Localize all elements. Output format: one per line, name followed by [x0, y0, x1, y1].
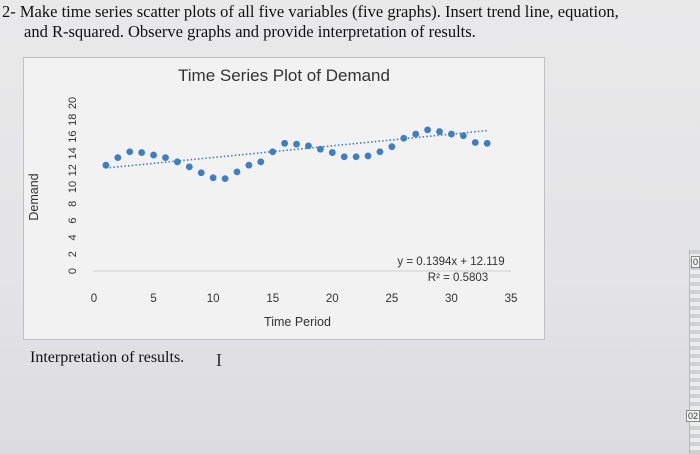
interpretation-label: Interpretation of results.	[30, 349, 185, 366]
chart-area[interactable]: Time Series Plot of Demand 0 2 4 6 8 10 12 14 16…	[23, 57, 545, 340]
x-tick-label: 20	[326, 293, 339, 305]
data-point	[197, 169, 205, 177]
y-tick-label: 10	[67, 181, 79, 193]
data-point	[340, 153, 348, 161]
edge-label-bottom: 02	[685, 410, 700, 422]
question-line-2: and R-squared. Observe graphs and provid…	[24, 22, 476, 41]
data-point	[436, 128, 443, 135]
data-point	[305, 142, 312, 150]
x-axis-label: Time Period	[264, 315, 331, 329]
data-point	[448, 130, 455, 138]
y-tick-label: 2	[67, 251, 79, 257]
text-cursor-icon: I	[216, 350, 222, 370]
y-tick-label: 4	[67, 234, 79, 240]
data-point	[269, 148, 277, 156]
data-point	[138, 149, 146, 156]
y-tick-label: 0	[67, 268, 79, 274]
data-point	[150, 151, 157, 159]
data-point	[424, 126, 431, 134]
r-squared-label: R² = 0.5803	[428, 272, 488, 284]
data-point	[328, 149, 336, 156]
data-point	[209, 174, 217, 182]
x-tick-label: 15	[266, 293, 279, 305]
data-point	[412, 130, 420, 138]
data-point	[293, 140, 300, 148]
y-tick-label: 6	[67, 218, 79, 224]
data-point	[162, 154, 169, 161]
y-tick-label: 18	[67, 114, 79, 126]
data-point	[483, 139, 491, 147]
data-point	[174, 158, 181, 166]
data-point	[257, 158, 265, 166]
data-point	[245, 161, 253, 169]
question-line-1: 2- Make time series scatter plots of all…	[2, 2, 619, 21]
data-point	[126, 148, 134, 156]
data-point	[459, 132, 467, 140]
data-point	[400, 134, 408, 142]
y-tick-label: 8	[67, 201, 79, 207]
y-tick-label: 20	[67, 97, 79, 109]
question-text: 2- Make time series scatter plots of all…	[2, 2, 697, 42]
y-tick-label: 16	[67, 130, 79, 142]
data-point	[114, 154, 122, 161]
x-tick-label: 10	[207, 293, 220, 305]
y-tick-label: 12	[67, 164, 79, 176]
x-tick-label: 25	[385, 293, 398, 305]
x-tick-label: 0	[91, 293, 97, 305]
data-point	[364, 152, 372, 160]
window-edge-strip	[689, 250, 700, 454]
chart-title: Time Series Plot of Demand	[178, 66, 390, 85]
data-point	[281, 139, 289, 147]
data-point	[316, 145, 324, 153]
x-tick-label: 35	[505, 293, 518, 305]
data-point	[185, 163, 193, 171]
data-point	[471, 139, 479, 146]
y-axis-label: Demand	[27, 173, 41, 220]
x-tick-label: 5	[150, 293, 156, 305]
trendline	[105, 129, 488, 169]
data-point	[388, 143, 396, 151]
scatter-plot: 0 2 4 6 8 10 12 14 16 18 20 0 5 10 15 20 25 30 35 Time Peri…	[27, 97, 518, 329]
edge-label-top: 0	[690, 256, 700, 268]
data-point	[233, 168, 241, 176]
data-point	[102, 161, 110, 169]
y-tick-label: 14	[67, 147, 79, 159]
x-tick-label: 30	[445, 293, 458, 305]
data-point	[376, 148, 384, 156]
trendline-equation: y = 0.1394x + 12.119	[397, 256, 504, 268]
data-point	[221, 175, 229, 182]
data-point	[352, 153, 360, 161]
